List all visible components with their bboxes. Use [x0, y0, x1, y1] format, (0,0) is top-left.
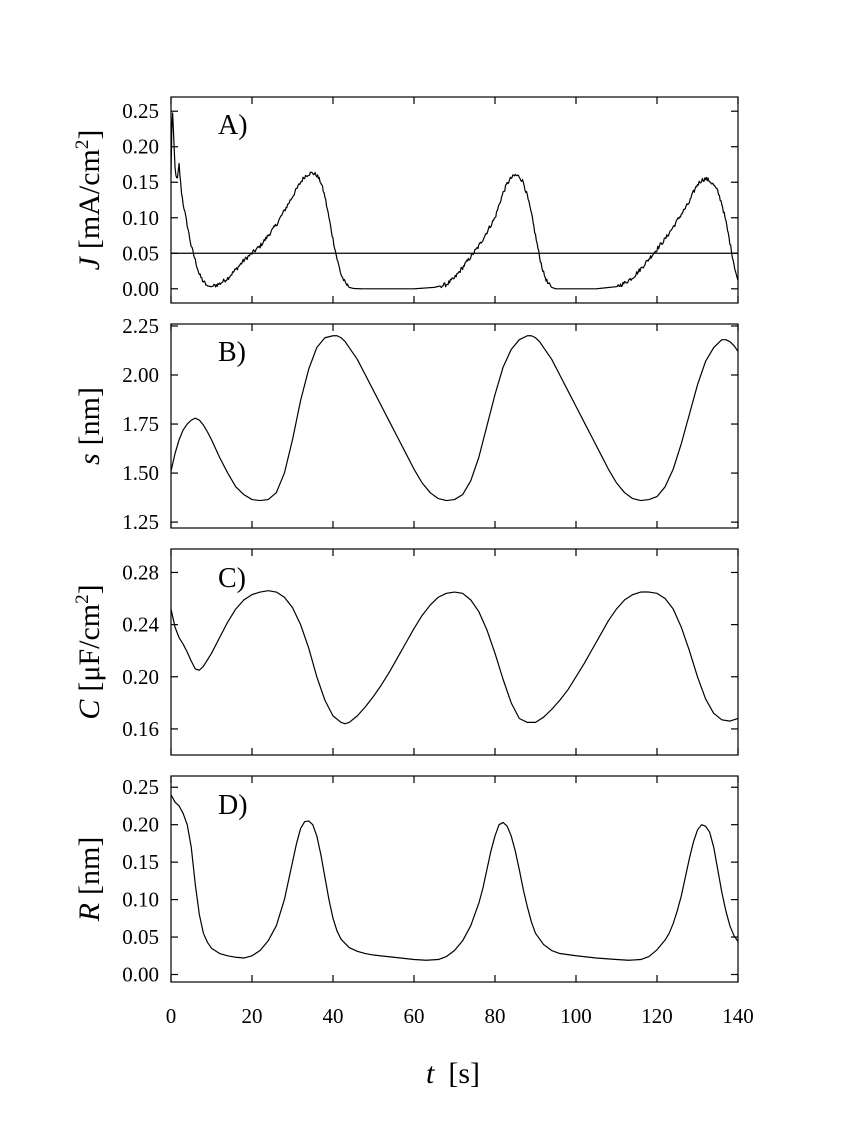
- x-tick-label: 100: [560, 1004, 592, 1028]
- panel-d: D) R [nm] 0.00 0.05 0.10 0.15 0.20 0.25: [73, 775, 739, 987]
- x-tick-label: 40: [323, 1004, 344, 1028]
- panel-a-ytick-label: 0.25: [122, 99, 159, 123]
- x-tick-label: 120: [641, 1004, 673, 1028]
- panel-b-ylabel-var: s: [73, 453, 106, 465]
- panel-a-ylabel-close: ]: [73, 130, 106, 140]
- x-axis-title: t [s]: [426, 1057, 480, 1090]
- panel-a-ylabel-sup: 2: [72, 140, 93, 150]
- x-tick-label: 20: [242, 1004, 263, 1028]
- x-axis-title-unit: [s]: [448, 1057, 480, 1090]
- panel-b-xticks: [170, 324, 739, 528]
- panel-d-ytick-label: 0.05: [122, 925, 159, 949]
- panel-c-label: C): [218, 563, 246, 594]
- panel-c-ylabel-sup: 2: [72, 594, 93, 604]
- panel-b-frame: [170, 323, 739, 529]
- panel-d-label: D): [218, 790, 248, 821]
- panel-b-ytick-label: 2.25: [122, 314, 159, 338]
- panel-a-ylabel-var: J: [73, 255, 106, 270]
- panel-b-ylabel-unit: [nm]: [73, 387, 106, 445]
- panel-d-yticks: 0.00 0.05 0.10 0.15 0.20 0.25: [122, 775, 738, 987]
- panel-c-ylabel: C [μF/cm2]: [72, 584, 106, 719]
- panel-a-ytick-label: 0.20: [122, 135, 159, 159]
- panel-b-curve: [170, 335, 739, 502]
- panel-a-ytick-label: 0.15: [122, 170, 159, 194]
- panel-d-curve: [170, 794, 739, 961]
- x-tick-label: 80: [485, 1004, 506, 1028]
- panel-b-ytick-label: 2.00: [122, 363, 159, 387]
- panel-c-xticks: [170, 549, 739, 755]
- panel-a-yticks: 0.00 0.05 0.10 0.15 0.20 0.25: [122, 99, 738, 301]
- panel-a: A) J [mA/cm2] 0.00 0.05 0.10 0.15 0.20 0.25: [72, 96, 739, 304]
- panel-a-xticks: [170, 97, 739, 303]
- panel-d-ytick-label: 0.15: [122, 850, 159, 874]
- panel-d-ytick-label: 0.25: [122, 775, 159, 799]
- panel-a-ytick-label: 0.05: [122, 241, 159, 265]
- panel-d-ylabel-var: R: [73, 903, 106, 922]
- panel-c-curve: [170, 590, 739, 725]
- panel-b-label: B): [218, 337, 246, 368]
- panel-c-ytick-label: 0.20: [122, 665, 159, 689]
- x-tick-label: 0: [166, 1004, 177, 1028]
- panel-d-ytick-label: 0.10: [122, 888, 159, 912]
- panel-c-ytick-label: 0.28: [122, 560, 159, 584]
- panel-b: B) s [nm] 1.25 1.50 1.75 2.00 2.25: [73, 314, 739, 534]
- panel-d-xticks: [170, 776, 739, 982]
- panel-d-frame: [170, 775, 739, 983]
- panel-b-ylabel: s [nm]: [73, 387, 106, 465]
- x-tick-label: 60: [404, 1004, 425, 1028]
- panel-d-ytick-label: 0.00: [122, 963, 159, 987]
- panel-b-yticks: 1.25 1.50 1.75 2.00 2.25: [122, 314, 738, 534]
- panel-d-ytick-label: 0.20: [122, 813, 159, 837]
- panel-d-ylabel-unit: [nm]: [73, 837, 106, 895]
- panel-b-ytick-label: 1.50: [122, 461, 159, 485]
- panel-c-ylabel-var: C: [73, 699, 106, 720]
- panel-a-ylabel-unit: [mA/cm: [73, 149, 106, 249]
- panel-c: C) C [μF/cm2] 0.16 0.20 0.24 0.28: [72, 548, 739, 756]
- panel-c-ytick-label: 0.16: [122, 717, 159, 741]
- panel-b-ytick-label: 1.75: [122, 412, 159, 436]
- panel-c-ylabel-close: ]: [73, 584, 106, 594]
- panel-c-frame: [170, 548, 739, 756]
- panel-c-ytick-label: 0.24: [122, 613, 159, 637]
- panel-b-ytick-label: 1.25: [122, 510, 159, 534]
- panel-a-ytick-label: 0.00: [122, 277, 159, 301]
- x-axis-title-var: t: [426, 1057, 435, 1090]
- panel-a-label: A): [218, 110, 248, 141]
- panel-d-ylabel: R [nm]: [73, 837, 106, 923]
- panel-a-curve: [170, 112, 739, 290]
- panel-a-ytick-label: 0.10: [122, 206, 159, 230]
- panel-c-ylabel-unit: [μF/cm: [73, 604, 106, 692]
- panel-a-frame: [170, 96, 739, 304]
- x-tick-labels: 0 20 40 60 80 100 120 140: [166, 1004, 754, 1028]
- panel-c-yticks: 0.16 0.20 0.24 0.28: [122, 560, 738, 741]
- panel-a-ylabel: J [mA/cm2]: [72, 130, 106, 271]
- x-tick-label: 140: [722, 1004, 754, 1028]
